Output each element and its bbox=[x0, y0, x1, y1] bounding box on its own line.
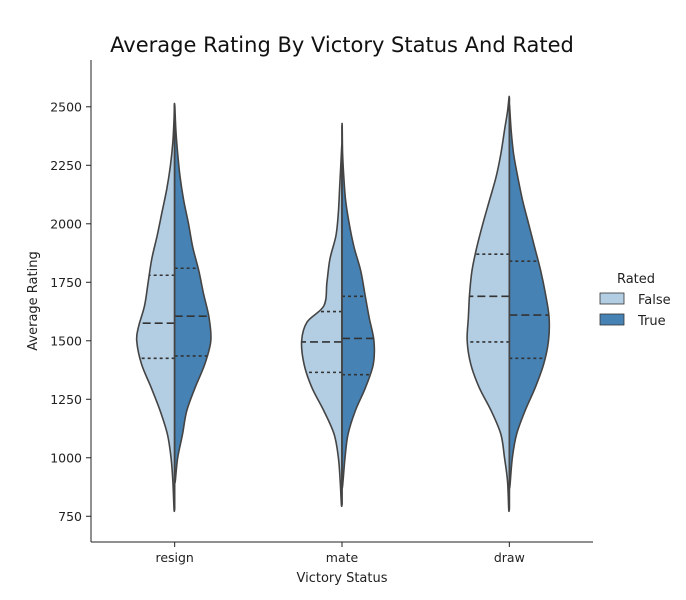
y-tick-label: 1250 bbox=[50, 392, 82, 407]
legend-title: Rated bbox=[617, 272, 655, 287]
violin-draw-true bbox=[508, 104, 551, 489]
violin-mate-false bbox=[300, 144, 343, 508]
violin-resign-true bbox=[173, 104, 212, 484]
y-tick-label: 2000 bbox=[50, 216, 82, 231]
x-tick-label-resign: resign bbox=[155, 550, 193, 565]
x-tick-label-draw: draw bbox=[494, 550, 525, 565]
x-axis-title: Victory Status bbox=[296, 571, 387, 586]
y-axis-title: Average Rating bbox=[26, 251, 41, 350]
legend-label-true: True bbox=[637, 314, 666, 329]
y-tick-label: 1500 bbox=[50, 333, 82, 348]
legend-label-false: False bbox=[638, 293, 671, 308]
violin-draw-false bbox=[466, 95, 511, 513]
legend-swatch-true bbox=[599, 313, 625, 326]
violin-resign-false bbox=[135, 102, 176, 513]
chart-title: Average Rating By Victory Status And Rat… bbox=[110, 33, 574, 57]
violin-mate-true bbox=[341, 122, 376, 489]
y-tick-label: 750 bbox=[58, 509, 82, 524]
y-tick-label: 2500 bbox=[50, 99, 82, 114]
y-axis-ticks: 750 1000 1250 1500 1750 2000 2250 2500 bbox=[50, 99, 91, 524]
x-tick-label-mate: mate bbox=[326, 550, 359, 565]
legend-swatch-false bbox=[599, 292, 625, 305]
legend: Rated False True bbox=[599, 272, 671, 329]
y-tick-label: 2250 bbox=[50, 158, 82, 173]
plot-area bbox=[135, 95, 551, 513]
y-tick-label: 1750 bbox=[50, 275, 82, 290]
y-tick-label: 1000 bbox=[50, 450, 82, 465]
x-axis-ticks: resign mate draw bbox=[155, 542, 525, 565]
